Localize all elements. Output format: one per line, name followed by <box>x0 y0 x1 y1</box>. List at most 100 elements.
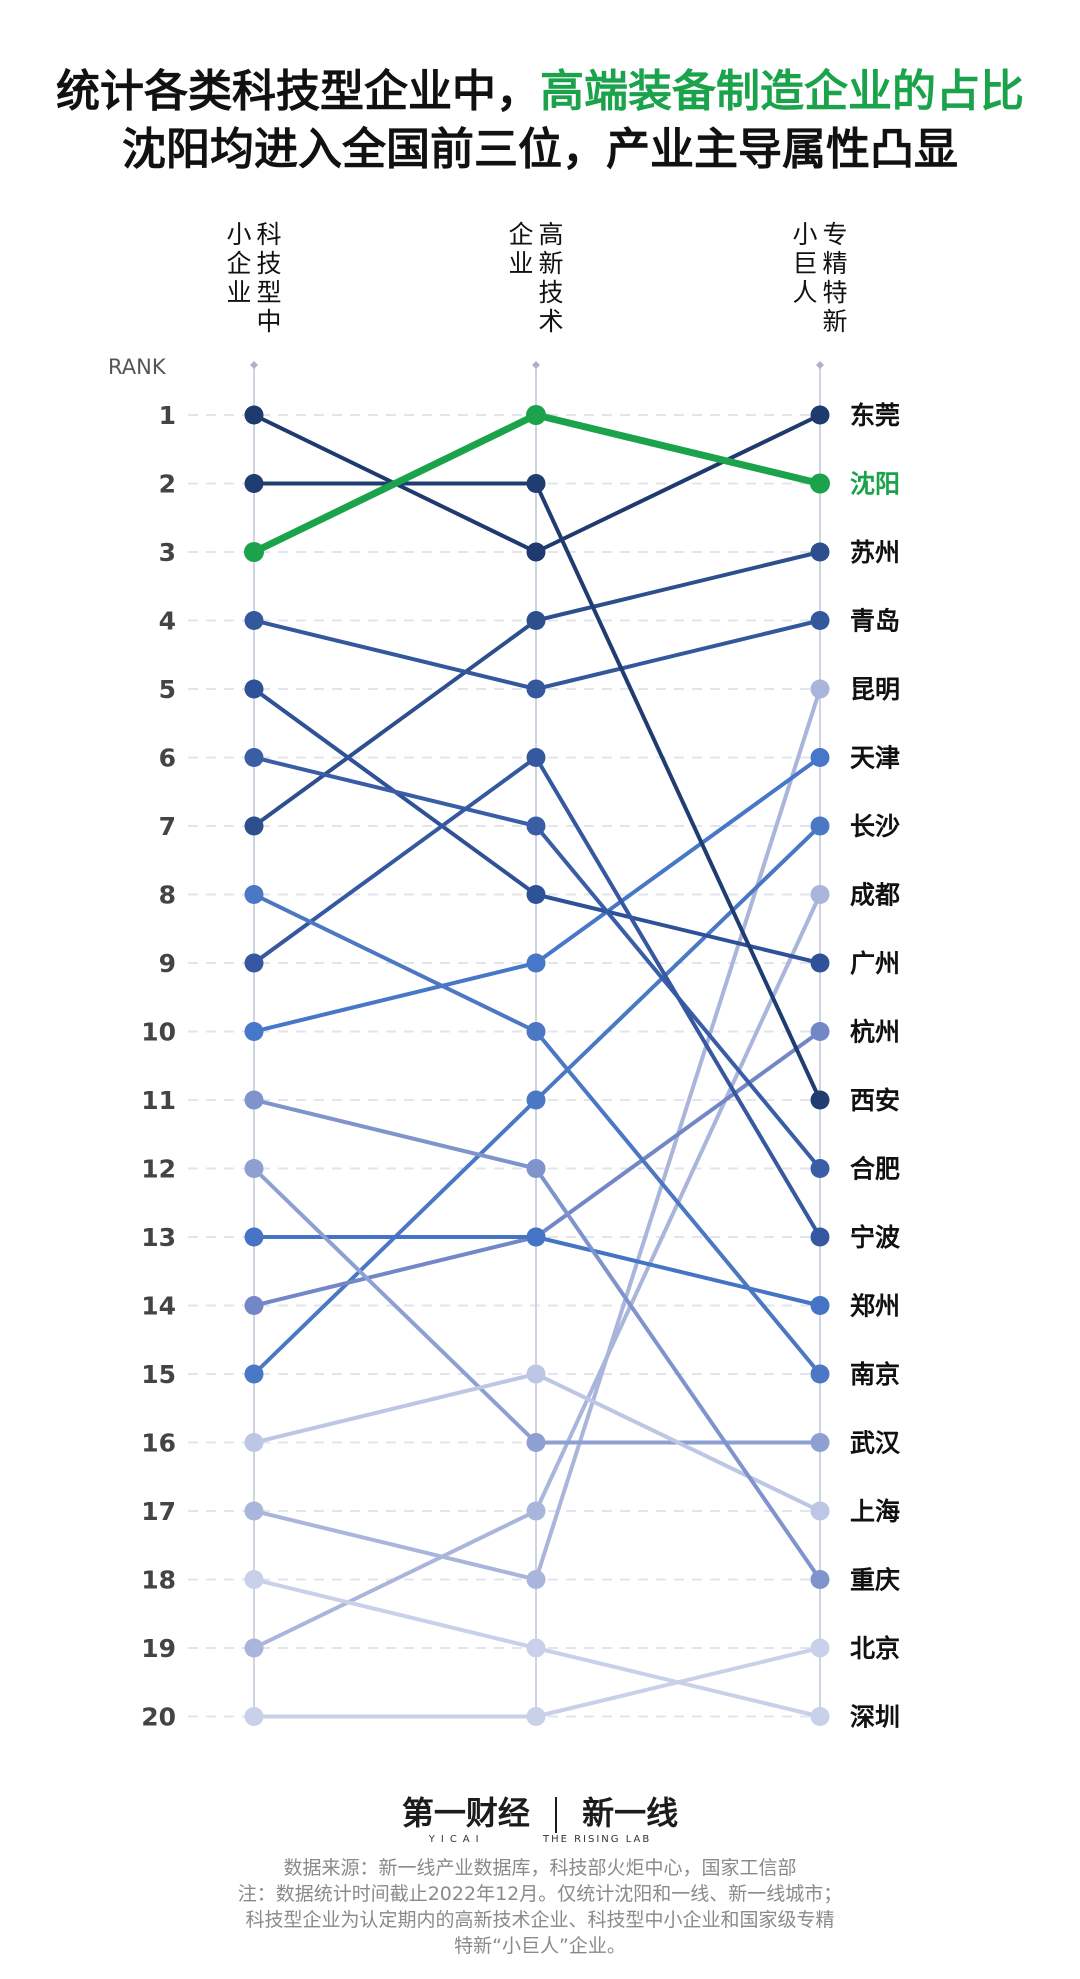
point-合肥-giant <box>810 1159 830 1178</box>
svg-text:企: 企 <box>508 220 533 249</box>
point-苏州-small <box>244 816 264 836</box>
chart-title-line2: 沈阳均进入全国前三位，产业主导属性凸显 <box>122 124 958 175</box>
svg-text:特: 特 <box>822 278 847 307</box>
rank-tick-11: 11 <box>141 1086 176 1115</box>
rank-tick-6: 6 <box>159 744 176 773</box>
svg-text:精: 精 <box>822 249 847 278</box>
logo-divider <box>555 1797 557 1833</box>
point-武汉-small <box>244 1159 264 1178</box>
rising-lab-logo: 新一线 <box>582 1794 679 1832</box>
point-宁波-small <box>244 953 264 973</box>
point-宁波-giant <box>810 1227 830 1247</box>
point-天津-giant <box>810 748 830 767</box>
city-label-郑州: 郑州 <box>850 1292 900 1321</box>
point-青岛-giant <box>810 611 830 630</box>
point-北京-giant <box>810 1638 830 1658</box>
point-南京-hightech <box>526 1022 546 1041</box>
chart-title-line1: 统计各类科技型企业中，高端装备制造企业的占比 <box>0 62 1080 122</box>
point-西安-hightech <box>526 474 546 493</box>
point-上海-hightech <box>526 1364 546 1384</box>
point-上海-small <box>244 1433 264 1452</box>
city-label-广州: 广州 <box>850 949 900 978</box>
city-label-昆明: 昆明 <box>850 675 900 704</box>
rank-tick-2: 2 <box>159 470 176 499</box>
city-label-沈阳: 沈阳 <box>850 470 900 499</box>
point-长沙-hightech <box>526 1090 546 1110</box>
city-label-杭州: 杭州 <box>850 1018 900 1047</box>
city-label-成都: 成都 <box>850 881 900 910</box>
point-郑州-small <box>244 1227 264 1247</box>
city-label-长沙: 长沙 <box>850 812 900 841</box>
city-label-苏州: 苏州 <box>850 538 900 567</box>
point-东莞-giant <box>810 405 830 425</box>
city-label-天津: 天津 <box>850 744 900 773</box>
footer-note2: 科技型企业为认定期内的高新技术企业、科技型中小企业和国家级专精 <box>245 1909 835 1931</box>
point-青岛-small <box>244 611 264 630</box>
point-昆明-small <box>244 1501 264 1521</box>
point-西安-small <box>244 474 264 493</box>
title-part1: 统计各类科技型企业中， <box>56 66 540 117</box>
column-header-small: 科技型中 小企业 <box>226 220 281 336</box>
city-label-北京: 北京 <box>850 1634 900 1663</box>
point-宁波-hightech <box>526 748 546 767</box>
city-label-武汉: 武汉 <box>850 1429 901 1458</box>
column-header-hightech: 高新技术 企业 <box>508 220 563 336</box>
rank-tick-18: 18 <box>141 1566 176 1595</box>
point-郑州-giant <box>810 1296 830 1315</box>
svg-text:中: 中 <box>256 307 281 336</box>
rank-tick-10: 10 <box>141 1018 176 1047</box>
svg-text:人: 人 <box>792 278 817 307</box>
rank-tick-15: 15 <box>141 1360 176 1389</box>
point-天津-hightech <box>526 953 546 973</box>
rank-tick-17: 17 <box>141 1497 176 1526</box>
point-长沙-small <box>244 1364 264 1384</box>
svg-text:高: 高 <box>538 220 563 249</box>
footer-source: 数据来源：新一线产业数据库，科技部火炬中心，国家工信部 <box>283 1857 797 1879</box>
yicai-logo: 第一财经 <box>401 1794 530 1832</box>
point-广州-giant <box>810 953 830 973</box>
rank-tick-19: 19 <box>141 1634 176 1663</box>
point-广州-hightech <box>526 885 546 904</box>
point-郑州-hightech <box>526 1227 546 1247</box>
point-杭州-giant <box>810 1022 830 1041</box>
city-label-西安: 西安 <box>850 1086 900 1115</box>
svg-text:专: 专 <box>822 220 847 249</box>
svg-text:小: 小 <box>226 220 251 249</box>
point-成都-hightech <box>526 1501 546 1521</box>
point-上海-giant <box>810 1501 830 1521</box>
footer-note1: 注：数据统计时间截止2022年12月。仅统计沈阳和一线、新一线城市； <box>237 1883 843 1905</box>
point-武汉-giant <box>810 1433 830 1452</box>
point-东莞-small <box>244 405 264 425</box>
point-合肥-hightech <box>526 816 546 836</box>
rank-tick-20: 20 <box>141 1703 176 1732</box>
point-广州-small <box>244 679 264 699</box>
point-北京-hightech <box>526 1707 546 1726</box>
svg-text:业: 业 <box>508 249 533 278</box>
city-label-合肥: 合肥 <box>850 1155 900 1184</box>
rank-tick-7: 7 <box>159 812 176 841</box>
point-深圳-small <box>244 1570 264 1589</box>
footer-note3: 特新“小巨人”企业。 <box>454 1935 626 1957</box>
rank-tick-12: 12 <box>141 1155 176 1184</box>
point-成都-small <box>244 1638 264 1658</box>
axis-marker-hightech <box>532 361 540 369</box>
point-沈阳-giant <box>810 473 830 494</box>
point-长沙-giant <box>810 816 830 836</box>
point-苏州-hightech <box>526 611 546 630</box>
point-东莞-hightech <box>526 542 546 562</box>
svg-text:科: 科 <box>256 220 281 249</box>
svg-text:小: 小 <box>792 220 817 249</box>
rank-tick-1: 1 <box>159 401 176 430</box>
axis-marker-giant <box>816 361 824 369</box>
svg-text:企: 企 <box>226 249 251 278</box>
title-highlight: 高端装备制造企业的占比 <box>540 66 1024 117</box>
city-label-宁波: 宁波 <box>850 1223 901 1252</box>
rank-chart: RANK1234567891011121314151617181920科技型中小… <box>108 220 901 1732</box>
point-深圳-giant <box>810 1707 830 1726</box>
svg-text:巨: 巨 <box>792 249 817 278</box>
point-沈阳-hightech <box>526 405 546 425</box>
yicai-sub: YICAI <box>428 1834 485 1845</box>
point-重庆-giant <box>810 1570 830 1589</box>
brand-logo: 第一财经 新一线 YICAI THE RISING LAB <box>0 1788 1080 1846</box>
